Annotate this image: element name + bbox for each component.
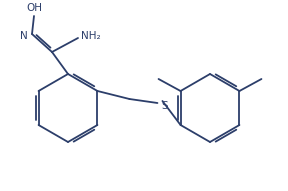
Text: OH: OH [26, 3, 42, 13]
Text: N: N [20, 31, 28, 41]
Text: NH₂: NH₂ [81, 31, 101, 41]
Text: S: S [162, 101, 168, 111]
